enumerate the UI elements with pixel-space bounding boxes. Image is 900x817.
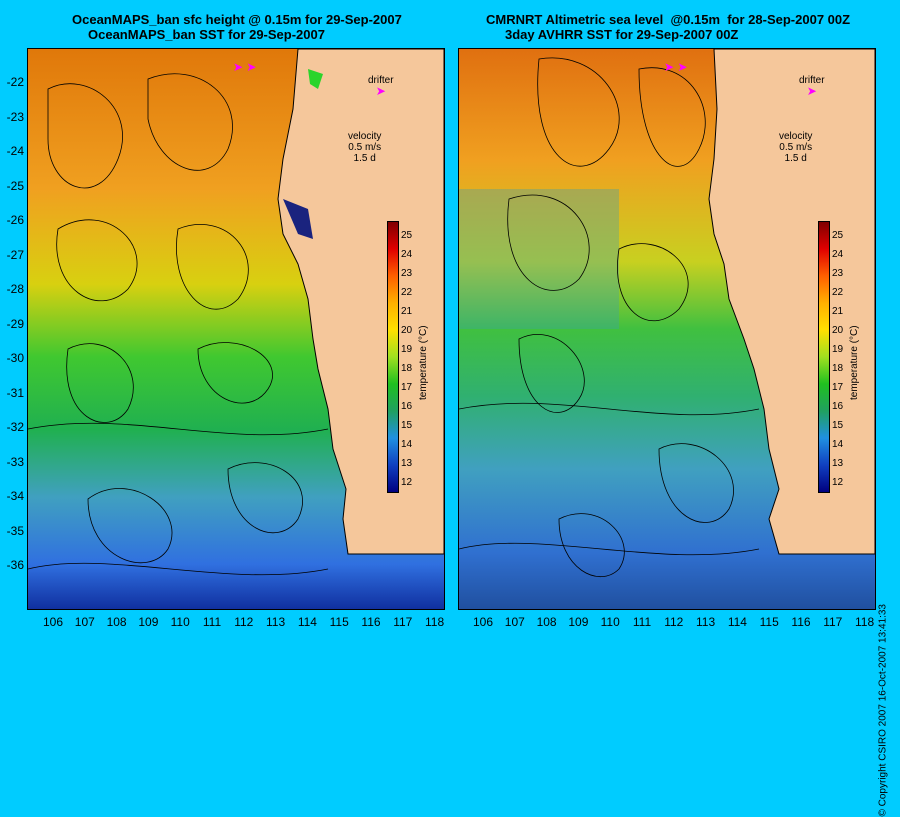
lon-tick-label: 116 bbox=[791, 615, 811, 629]
right-map-panel: ➤ ➤ drifter ➤ velocity 0.5 m/s 1.5 d bbox=[458, 48, 876, 610]
colorbar-tick-label: 15 bbox=[832, 420, 844, 431]
lon-tick-label: 110 bbox=[600, 615, 620, 629]
lon-tick-label: 111 bbox=[632, 615, 652, 629]
colorbar-tick-label: 18 bbox=[401, 363, 413, 374]
lon-tick-label: 113 bbox=[696, 615, 716, 629]
lon-tick-label: 116 bbox=[361, 615, 381, 629]
lon-tick-label: 114 bbox=[727, 615, 747, 629]
right-title-line2: 3day AVHRR SST for 29-Sep-2007 00Z bbox=[505, 27, 739, 42]
lon-tick-label: 112 bbox=[664, 615, 684, 629]
lon-tick-label: 113 bbox=[266, 615, 286, 629]
copyright-notice: © Copyright CSIRO 2007 16-Oct-2007 13:41… bbox=[877, 604, 888, 817]
lon-tick-label: 114 bbox=[297, 615, 317, 629]
right-colorbar-label: temperature (°C) bbox=[849, 325, 860, 400]
lat-tick-label: -30 bbox=[6, 351, 24, 365]
lon-tick-label: 107 bbox=[504, 615, 525, 629]
left-colorbar bbox=[387, 221, 399, 493]
lon-tick-label: 117 bbox=[823, 615, 843, 629]
left-title-line2: OceanMAPS_ban SST for 29-Sep-2007 bbox=[88, 27, 325, 42]
left-title-line1: OceanMAPS_ban sfc height @ 0.15m for 29-… bbox=[72, 12, 402, 27]
lat-tick-label: -36 bbox=[6, 558, 24, 572]
colorbar-tick-label: 24 bbox=[401, 249, 413, 260]
drifter-arrow-icon: ➤ bbox=[375, 84, 386, 98]
lon-tick-label: 111 bbox=[202, 615, 222, 629]
lat-tick-label: -28 bbox=[6, 282, 24, 296]
svg-text:➤ ➤: ➤ ➤ bbox=[233, 60, 256, 74]
lon-tick-label: 118 bbox=[425, 615, 445, 629]
colorbar-tick-label: 16 bbox=[401, 401, 413, 412]
lon-tick-label: 106 bbox=[42, 615, 64, 629]
colorbar-tick-label: 23 bbox=[401, 268, 413, 279]
colorbar-tick-label: 19 bbox=[401, 344, 413, 355]
right-velocity-legend: velocity 0.5 m/s 1.5 d bbox=[779, 131, 813, 164]
colorbar-tick-label: 17 bbox=[832, 382, 844, 393]
colorbar-tick-label: 21 bbox=[401, 306, 413, 317]
left-drifter-label: drifter ➤ bbox=[368, 75, 394, 98]
right-sst-map: ➤ ➤ bbox=[459, 49, 875, 609]
colorbar-tick-label: 14 bbox=[401, 439, 413, 450]
lon-tick-label: 108 bbox=[106, 615, 127, 629]
colorbar-tick-label: 23 bbox=[832, 268, 844, 279]
lon-tick-label: 107 bbox=[74, 615, 95, 629]
right-title-line1: CMRNRT Altimetric sea level @0.15m for 2… bbox=[486, 12, 851, 27]
lat-tick-label: -22 bbox=[6, 75, 24, 89]
lat-tick-label: -35 bbox=[6, 523, 24, 538]
left-map-panel: ➤ ➤ drifter ➤ velocity 0.5 m/s 1.5 d bbox=[27, 48, 445, 610]
left-colorbar-label: temperature (°C) bbox=[418, 325, 429, 400]
colorbar-tick-label: 25 bbox=[832, 230, 844, 241]
colorbar-tick-label: 12 bbox=[401, 477, 413, 488]
lon-tick-label: 112 bbox=[234, 615, 254, 629]
colorbar-tick-label: 24 bbox=[832, 249, 844, 260]
lat-tick-label: -23 bbox=[6, 109, 24, 124]
colorbar-tick-label: 20 bbox=[401, 325, 413, 336]
colorbar-tick-label: 21 bbox=[832, 306, 844, 317]
colorbar-tick-label: 13 bbox=[832, 458, 844, 469]
colorbar-tick-label: 15 bbox=[401, 420, 413, 431]
drifter-arrow-icon: ➤ bbox=[806, 84, 817, 98]
lon-tick-label: 109 bbox=[138, 615, 159, 629]
svg-text:➤ ➤: ➤ ➤ bbox=[664, 60, 687, 74]
colorbar-tick-label: 19 bbox=[832, 344, 844, 355]
lat-tick-label: -25 bbox=[6, 178, 24, 193]
colorbar-tick-label: 22 bbox=[401, 287, 413, 298]
right-colorbar bbox=[818, 221, 830, 493]
lat-tick-label: -24 bbox=[6, 144, 24, 158]
colorbar-tick-label: 17 bbox=[401, 382, 413, 393]
colorbar-tick-label: 25 bbox=[401, 230, 413, 241]
lat-tick-label: -33 bbox=[6, 454, 24, 469]
lon-tick-label: 108 bbox=[536, 615, 557, 629]
lat-tick-label: -31 bbox=[6, 385, 24, 400]
lat-tick-label: -29 bbox=[6, 316, 24, 331]
colorbar-tick-label: 13 bbox=[401, 458, 413, 469]
lon-tick-label: 118 bbox=[855, 615, 875, 629]
colorbar-tick-label: 22 bbox=[832, 287, 844, 298]
lon-tick-label: 117 bbox=[393, 615, 413, 629]
lon-tick-label: 106 bbox=[472, 615, 494, 629]
colorbar-tick-label: 20 bbox=[832, 325, 844, 336]
lat-tick-label: -32 bbox=[6, 420, 24, 434]
colorbar-tick-label: 14 bbox=[832, 439, 844, 450]
lat-tick-label: -26 bbox=[6, 213, 24, 227]
lat-tick-label: -34 bbox=[6, 489, 24, 503]
colorbar-tick-label: 16 bbox=[832, 401, 844, 412]
right-drifter-label: drifter ➤ bbox=[799, 75, 825, 98]
lon-tick-label: 115 bbox=[329, 615, 349, 629]
lat-tick-label: -27 bbox=[6, 247, 24, 262]
lon-tick-label: 109 bbox=[568, 615, 589, 629]
left-velocity-legend: velocity 0.5 m/s 1.5 d bbox=[348, 131, 382, 164]
colorbar-tick-label: 12 bbox=[832, 477, 844, 488]
lon-tick-label: 115 bbox=[759, 615, 779, 629]
left-sst-map: ➤ ➤ bbox=[28, 49, 444, 609]
colorbar-tick-label: 18 bbox=[832, 363, 844, 374]
lon-tick-label: 110 bbox=[170, 615, 190, 629]
